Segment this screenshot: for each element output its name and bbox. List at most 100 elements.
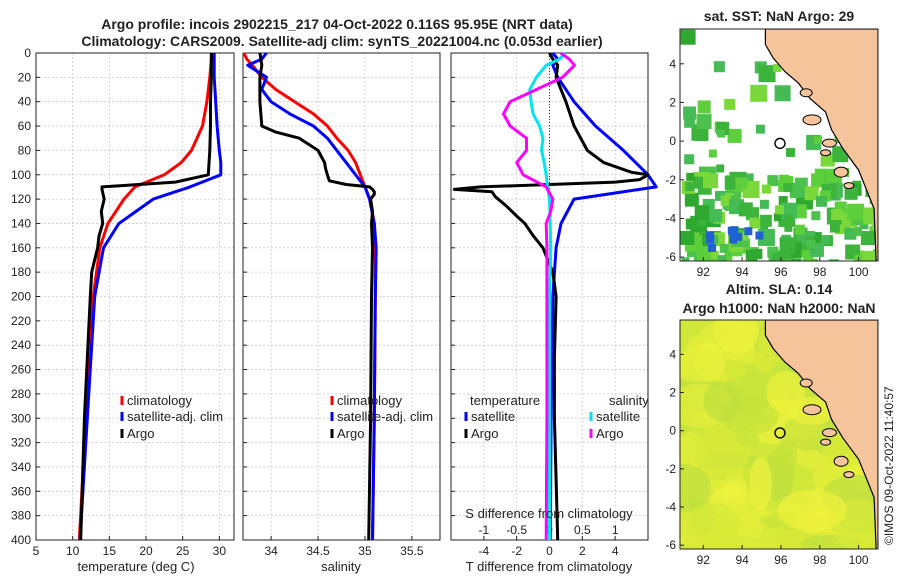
sst-pixel: [802, 252, 814, 261]
sst-island: [843, 182, 855, 190]
sst-pixel: [794, 177, 808, 191]
sla-body: [680, 320, 878, 549]
sla-patch: [680, 348, 726, 383]
difference-legend: temperature salinity satellite Argo sate…: [464, 393, 649, 441]
sla-patch: [680, 463, 712, 512]
sst-island: [833, 166, 849, 178]
sla-patch: [735, 429, 760, 448]
sst-pixel: [710, 250, 719, 259]
sla-map: 92 94 96 98 100 4 2 0 -2 -4 -6: [665, 319, 879, 567]
sla-island: [833, 455, 849, 467]
sst-sumatra-land: [764, 29, 878, 261]
sst-pixel: [781, 250, 791, 260]
sst-pixel: [796, 234, 806, 244]
depth-tick-label: 380: [11, 509, 31, 523]
temperature-xlabel: temperature (deg C): [77, 559, 194, 574]
temperature-xtick-label: 10: [66, 544, 80, 558]
figure-title-line2: Climatology: CARS2009. Satellite-adj cli…: [81, 33, 602, 49]
sst-ytick-label: -4: [665, 211, 676, 225]
sla-sumatra-land: [764, 320, 878, 549]
sla-patch: [766, 371, 805, 414]
sst-pixel: [693, 176, 706, 189]
sst-pixel: [717, 129, 726, 138]
temperature-frame: [35, 52, 235, 541]
sst-pixel: [684, 192, 699, 207]
sst-pixel: [828, 259, 839, 261]
legend-temperature-heading: temperature: [470, 393, 540, 408]
legend-s-argo-diff: Argo: [596, 426, 623, 441]
difference-xtick-label: 2: [579, 544, 586, 558]
depth-tick-label: 140: [11, 216, 31, 230]
sst-pixel: [686, 172, 695, 181]
sla-map-title1: Altim. SLA: 0.14: [726, 281, 833, 297]
sst-pixel: [806, 239, 816, 249]
sla-xtick-label: 94: [735, 553, 749, 567]
sst-pixel: [713, 61, 725, 73]
sst-pixel: [814, 136, 823, 145]
sst-pixel: [778, 196, 788, 206]
sst-pixel: [716, 164, 725, 173]
depth-tick-label: 300: [11, 411, 31, 425]
figure-title-line1: Argo profile: incois 2902215_217 04-Oct-…: [101, 16, 573, 32]
temperature-xtick-label: 15: [103, 544, 117, 558]
sst-cold-pixel: [729, 235, 738, 244]
sst-pixel: [697, 100, 711, 114]
sla-patch: [713, 320, 759, 354]
sst-pixel: [745, 249, 758, 261]
depth-tick-label: 100: [11, 168, 31, 182]
salinity-xtick-label: 34: [264, 544, 278, 558]
sst-pixel: [815, 195, 827, 207]
sst-pixel: [724, 175, 739, 190]
sla-island: [802, 404, 822, 416]
t-diff-argo-line: [452, 52, 650, 541]
salinity-legend: climatology satellite-adj. clim Argo: [330, 393, 433, 441]
sst-pixel: [785, 214, 794, 223]
depth-tick-label: 220: [11, 314, 31, 328]
temperature-xtick-label: 20: [139, 544, 153, 558]
sst-argo-marker: [774, 137, 786, 150]
temperature-panel: 0 20 40 60 80 100 120 140 160 180 200 220 240 260 280 3…: [11, 46, 235, 558]
sst-ytick-label: 2: [669, 95, 676, 109]
sst-pixel: [853, 227, 863, 237]
sla-map-title2: Argo h1000: NaN h2000: NaN: [683, 300, 876, 316]
sla-patch: [797, 507, 829, 534]
sla-ytick-label: -4: [665, 500, 676, 514]
sla-ytick-label: 4: [669, 347, 676, 361]
sst-pixel: [738, 202, 753, 217]
sst-pixel: [789, 187, 801, 199]
sst-pixel: [752, 249, 763, 260]
imos-watermark: ©IMOS 09-Oct-2022 11:40:57: [882, 386, 896, 545]
sst-ytick-label: -2: [665, 173, 676, 187]
salinity-panel: 34 34.5 35 35.5: [242, 52, 441, 558]
sst-pixel: [767, 175, 779, 187]
sst-pixel: [831, 209, 843, 221]
sst-pixel: [773, 213, 782, 222]
sst-pixel: [710, 259, 722, 261]
sst-pixel: [683, 106, 697, 120]
legend-argo: Argo: [127, 426, 154, 441]
temp-satellite-line: [78, 53, 223, 541]
sst-pixel: [755, 124, 765, 134]
depth-tick-label: 200: [11, 290, 31, 304]
depth-tick-label: 340: [11, 460, 31, 474]
sla-island: [799, 378, 813, 388]
legend-s-argo: Argo: [337, 426, 364, 441]
sla-patch: [686, 502, 741, 545]
temp-argo-line: [79, 53, 213, 541]
sst-map-title: sat. SST: NaN Argo: 29: [704, 8, 855, 24]
temperature-legend: climatology satellite-adj. clim Argo: [120, 393, 223, 441]
legend-s-satellite: satellite-adj. clim: [337, 409, 433, 424]
salinity-grid: [243, 53, 440, 540]
sst-pixel: [773, 64, 782, 73]
sst-pixel: [758, 65, 776, 83]
difference-top-label: S difference from climatology: [465, 506, 633, 521]
difference-s-tick-label: 1: [612, 523, 619, 537]
depth-tick-label: 80: [18, 143, 32, 157]
sst-pixel: [727, 128, 742, 143]
sst-body: [680, 29, 878, 261]
legend-t-satellite: satellite: [471, 409, 515, 424]
depth-tick-label: 120: [11, 192, 31, 206]
sla-xtick-label: 100: [849, 553, 869, 567]
sst-pixel: [732, 189, 742, 199]
